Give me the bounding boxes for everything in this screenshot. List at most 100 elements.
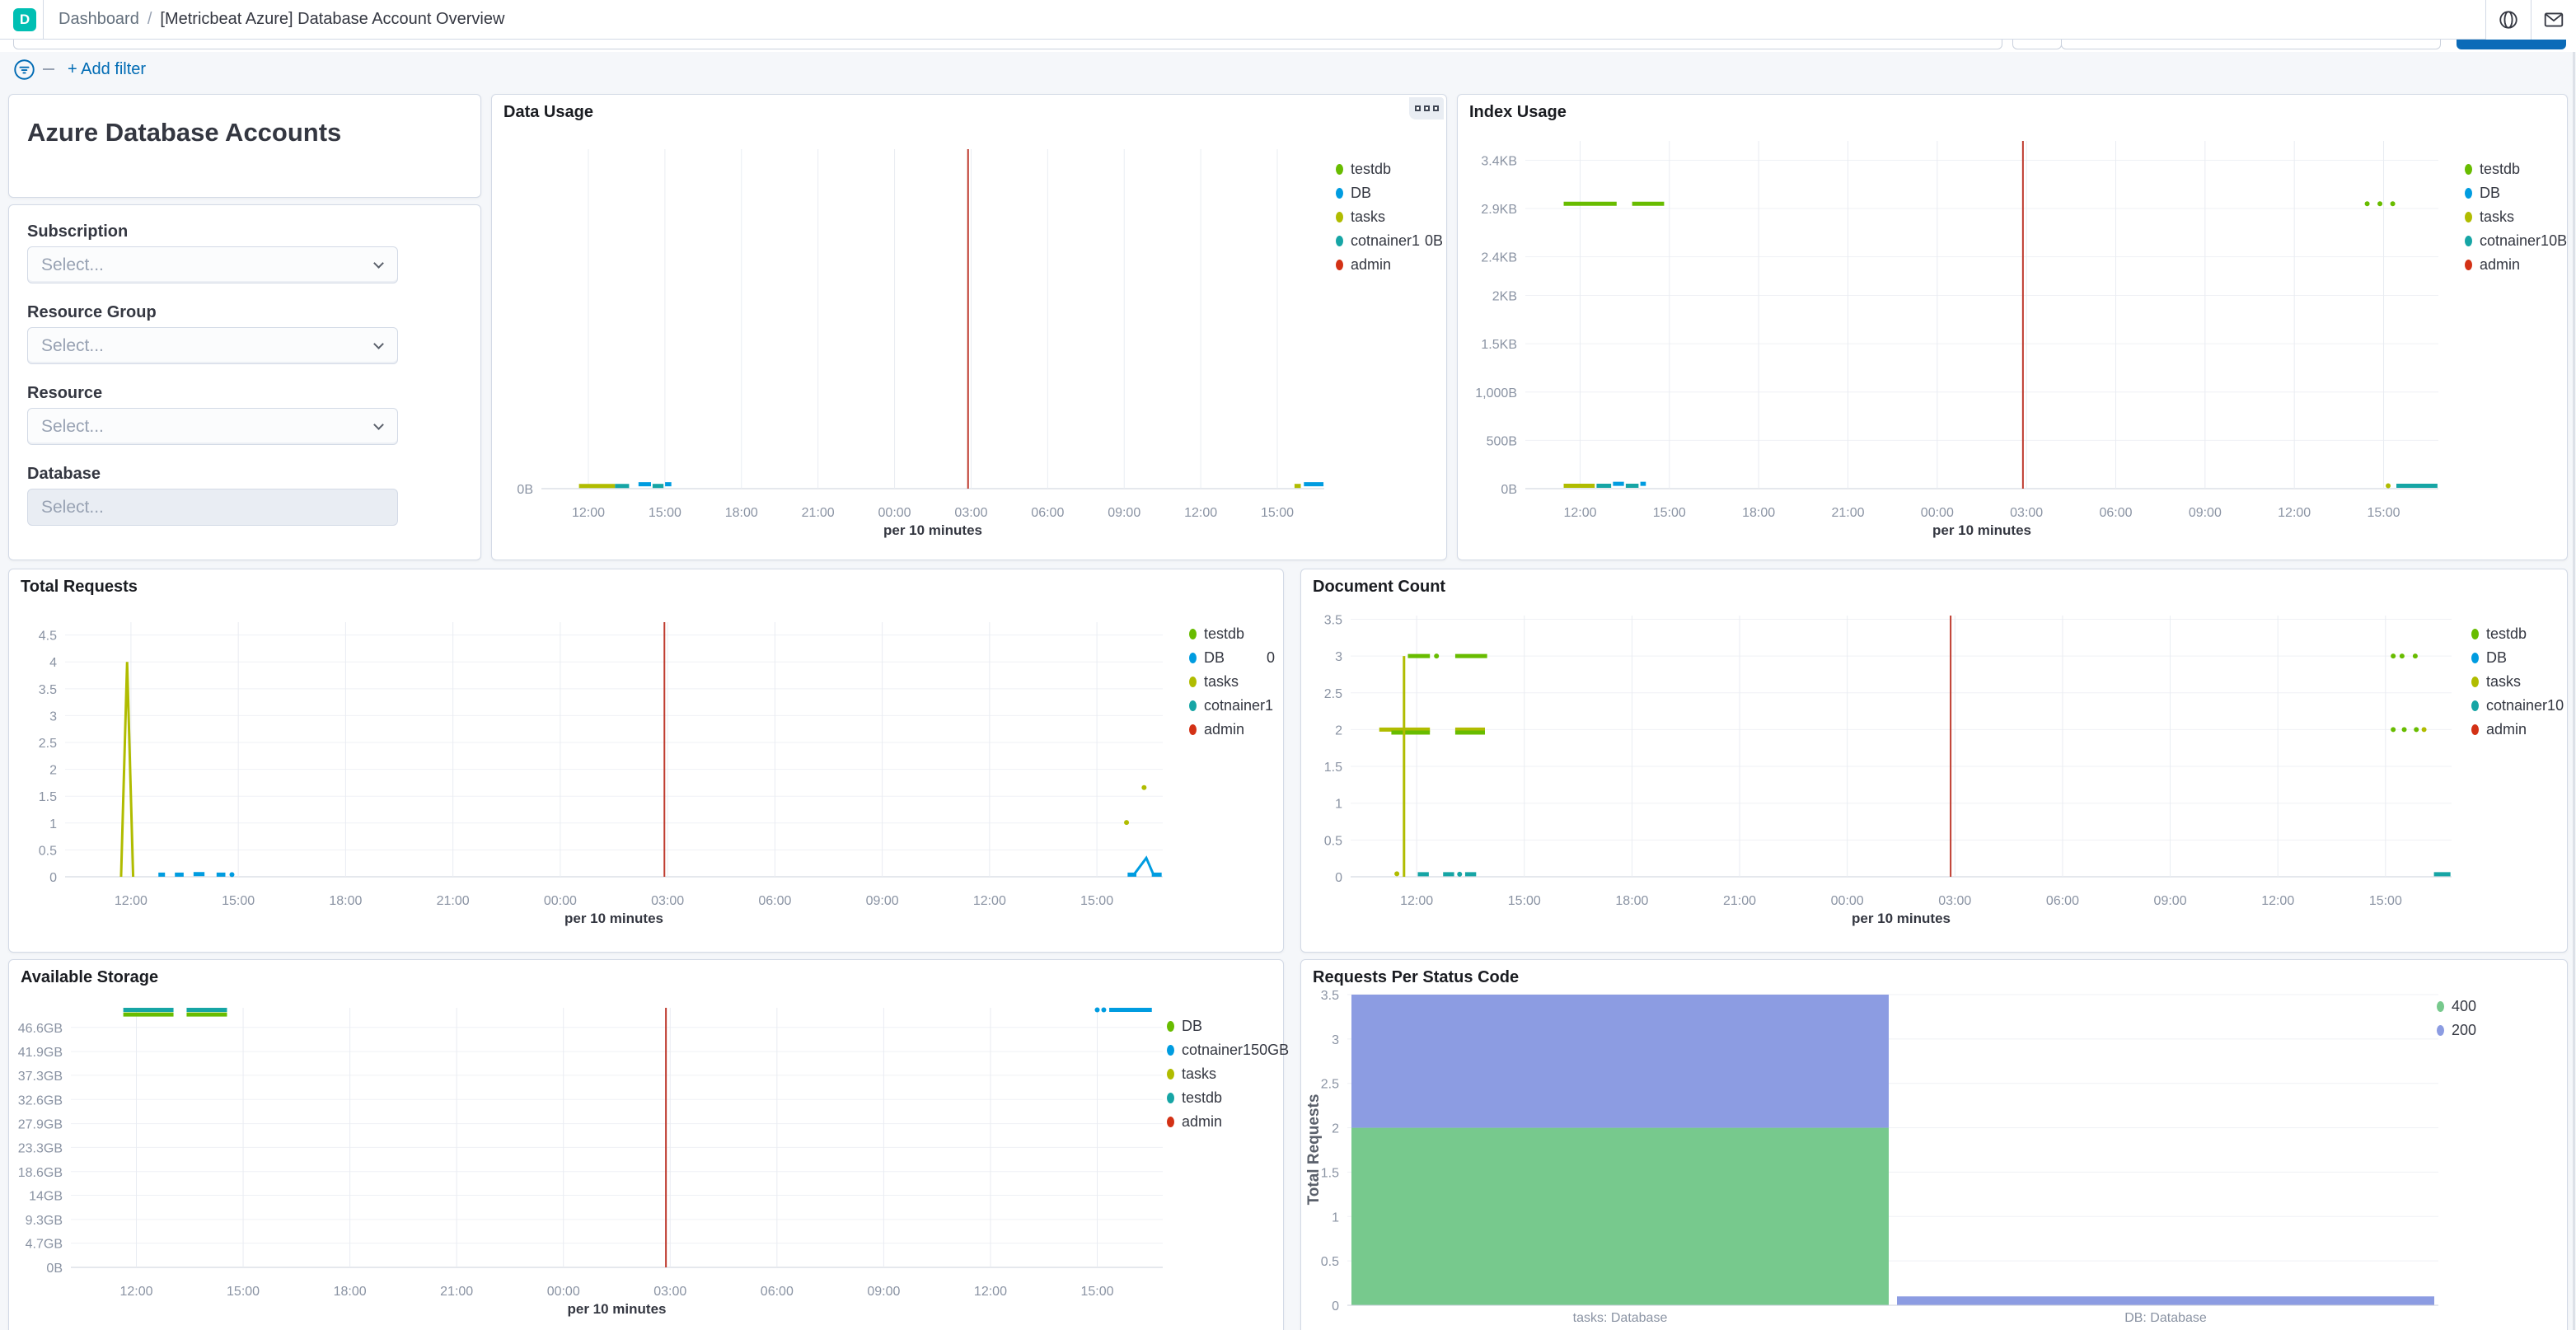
query-input[interactable]: [13, 40, 2002, 49]
svg-text:3.5: 3.5: [1321, 989, 1339, 1003]
svg-text:06:00: 06:00: [2099, 506, 2132, 520]
legend-item-admin[interactable]: admin: [1167, 1110, 1274, 1134]
select-placeholder: Select...: [41, 255, 104, 274]
legend-label: 400: [2452, 998, 2477, 1014]
filter-dash: [43, 68, 54, 70]
legend-item-DB[interactable]: DB: [2465, 181, 2565, 205]
legend-label: cotnainer1: [1351, 232, 1421, 249]
legend-dot: [1189, 700, 1197, 711]
panel-dashboard-title: Azure Database Accounts: [8, 94, 481, 198]
legend-item-tasks[interactable]: tasks: [2471, 670, 2552, 694]
svg-text:3: 3: [1332, 1033, 1339, 1047]
panel-title: Index Usage: [1469, 103, 1567, 121]
svg-text:0: 0: [1332, 1300, 1339, 1314]
menu-square-icon: [1432, 105, 1439, 111]
svg-text:0.5: 0.5: [1324, 834, 1342, 848]
svg-text:21:00: 21:00: [802, 506, 835, 520]
dashboard-title-text: Azure Database Accounts: [27, 118, 342, 147]
legend-label: 200: [2452, 1022, 2477, 1038]
date-picker[interactable]: [2061, 40, 2441, 49]
legend-item-cotnainer1[interactable]: cotnainer1 0: [2471, 694, 2564, 718]
legend-item-cotnainer1[interactable]: cotnainer1 0B: [1336, 229, 1443, 253]
legend-item-testdb[interactable]: testdb: [1189, 622, 1275, 646]
svg-text:06:00: 06:00: [2046, 894, 2079, 908]
breadcrumb: Dashboard / [Metricbeat Azure] Database …: [59, 10, 504, 29]
scrollbar[interactable]: [2573, 40, 2575, 1330]
update-button[interactable]: [2457, 40, 2566, 49]
requests-per-status-code-chart: 3.5 3 2.5 2 1.5 1 0.5 0 tasks: Database DB: Datab…: [1301, 960, 2567, 1330]
legend-dot: [2471, 629, 2479, 639]
svg-text:3.5: 3.5: [39, 683, 57, 697]
legend-item-admin[interactable]: admin: [1336, 253, 1443, 277]
svg-text:12:00: 12:00: [115, 894, 148, 908]
svg-text:03:00: 03:00: [651, 894, 684, 908]
legend-dot: [1167, 1021, 1174, 1032]
legend-dot: [2437, 1001, 2444, 1012]
legend-item-DB[interactable]: DB: [1336, 181, 1443, 205]
legend-item-cotnainer1[interactable]: cotnainer1: [1189, 694, 1275, 718]
legend-item-testdb[interactable]: testdb: [2465, 157, 2565, 181]
legend-item-400[interactable]: 400: [2437, 995, 2503, 1019]
legend-item-testdb[interactable]: testdb: [2471, 622, 2552, 646]
svg-text:500B: 500B: [1487, 434, 1517, 448]
legend-item-tasks[interactable]: tasks: [1189, 670, 1275, 694]
legend-item-admin[interactable]: admin: [2465, 253, 2565, 277]
svg-text:0B: 0B: [1501, 483, 1517, 497]
legend-dot: [2471, 700, 2479, 711]
legend-item-cotnainer1[interactable]: cotnainer1 50GB: [1167, 1038, 1289, 1062]
legend-item-DB[interactable]: DB 0: [1189, 646, 1275, 670]
svg-text:18:00: 18:00: [334, 1285, 367, 1299]
legend-item-tasks[interactable]: tasks: [1167, 1062, 1274, 1086]
svg-text:1: 1: [1335, 798, 1342, 812]
breadcrumb-dashboard[interactable]: Dashboard: [59, 10, 139, 28]
legend-item-testdb[interactable]: testdb: [1336, 157, 1443, 181]
legend-item-DB[interactable]: DB: [1167, 1014, 1274, 1038]
svg-text:41.9GB: 41.9GB: [18, 1046, 63, 1060]
panel-menu-button[interactable]: [1409, 97, 1444, 119]
svg-text:09:00: 09:00: [1108, 506, 1140, 520]
panel-title: Data Usage: [503, 103, 593, 121]
svg-text:00:00: 00:00: [1831, 894, 1864, 908]
legend-label: cotnainer1: [1182, 1042, 1252, 1058]
legend-item-admin[interactable]: admin: [2471, 718, 2552, 742]
globe-icon[interactable]: [2486, 0, 2531, 40]
breadcrumb-current: [Metricbeat Azure] Database Account Over…: [160, 10, 505, 28]
svg-text:14GB: 14GB: [29, 1190, 63, 1204]
legend-item-cotnainer1[interactable]: cotnainer1 0B: [2465, 229, 2567, 253]
mail-icon[interactable]: [2532, 0, 2576, 40]
legend-label: admin: [1204, 721, 1245, 738]
legend-item-testdb[interactable]: testdb: [1167, 1086, 1274, 1110]
legend-dot: [1167, 1069, 1174, 1079]
legend-item-tasks[interactable]: tasks: [1336, 205, 1443, 229]
filter-icon[interactable]: [12, 57, 36, 82]
svg-text:18:00: 18:00: [1742, 506, 1775, 520]
svg-text:0.5: 0.5: [1321, 1255, 1339, 1269]
resource-select[interactable]: Select...: [27, 408, 398, 445]
legend-dot: [2471, 724, 2479, 735]
svg-text:46.6GB: 46.6GB: [18, 1022, 63, 1036]
date-picker-show-dates-button[interactable]: [2012, 40, 2062, 49]
breadcrumb-separator: /: [147, 10, 152, 28]
add-filter-link[interactable]: + Add filter: [68, 59, 147, 78]
resource-group-select[interactable]: Select...: [27, 327, 398, 364]
legend-label: tasks: [1182, 1065, 1217, 1082]
elastic-logo[interactable]: D: [13, 7, 36, 31]
svg-text:12:00: 12:00: [1563, 506, 1596, 520]
svg-text:32.6GB: 32.6GB: [18, 1094, 63, 1108]
legend-label: admin: [1351, 256, 1392, 273]
svg-text:15:00: 15:00: [2367, 506, 2400, 520]
document-count-chart: 3.5 3 2.5 2 1.5 1 0.5 0 12:00 15:00 18:00 21:00 00:0…: [1301, 569, 2567, 952]
svg-text:00:00: 00:00: [1921, 506, 1954, 520]
data-usage-chart: 0B 12:00 15:00 18:00 21:00 00:00 03:00 06:00 09:…: [492, 95, 1446, 560]
legend-item-admin[interactable]: admin: [1189, 718, 1275, 742]
legend-label: tasks: [1351, 208, 1386, 225]
select-placeholder: Select...: [41, 497, 104, 517]
svg-text:DB: Database: DB: Database: [2124, 1311, 2207, 1325]
legend-item-DB[interactable]: DB: [2471, 646, 2552, 670]
svg-text:06:00: 06:00: [758, 894, 791, 908]
legend-item-tasks[interactable]: tasks: [2465, 205, 2565, 229]
legend-item-200[interactable]: 200: [2437, 1019, 2503, 1042]
header-actions: [2485, 0, 2576, 40]
subscription-select[interactable]: Select...: [27, 246, 398, 283]
svg-text:2.5: 2.5: [39, 737, 57, 751]
